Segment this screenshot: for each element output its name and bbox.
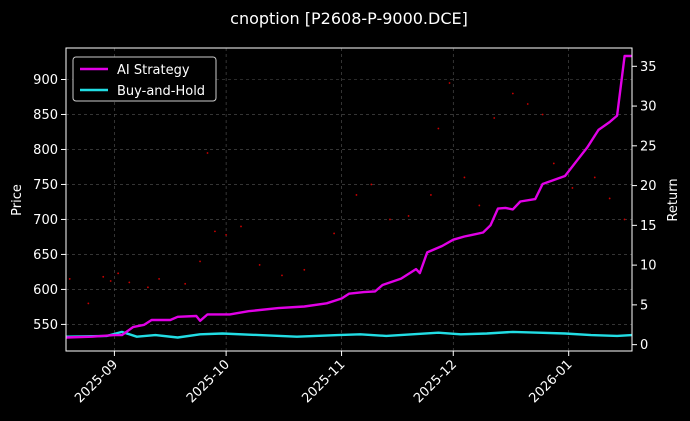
scatter-point: [333, 232, 336, 235]
scatter-point: [608, 197, 611, 200]
y-right-tick-label: 30: [640, 100, 657, 115]
y-right-tick-label: 35: [640, 60, 657, 75]
y-left-tick-label: 900: [33, 73, 58, 88]
legend-label-ai-strategy: AI Strategy: [117, 63, 190, 78]
scatter-point: [303, 268, 306, 271]
scatter-point: [128, 281, 131, 284]
y-right-tick-label: 20: [640, 179, 657, 194]
scatter-point: [355, 194, 358, 196]
scatter-point: [225, 233, 228, 236]
plot-border: [65, 47, 633, 352]
y-axis-left: 550 600 650 700 750 800 850 900: [33, 73, 66, 333]
scatter-point: [184, 282, 187, 285]
scatter-point: [511, 92, 514, 95]
y-left-tick-label: 850: [33, 108, 58, 123]
legend-label-buy-and-hold: Buy-and-Hold: [117, 84, 205, 99]
scatter-point: [109, 280, 112, 282]
chart-title: cnoption [P2608-P-9000.DCE]: [230, 9, 468, 28]
scatter-point: [437, 127, 440, 130]
scatter-point: [281, 274, 283, 277]
scatter-point: [493, 117, 496, 119]
scatter-point: [552, 162, 555, 165]
scatter-point: [102, 275, 105, 278]
y-left-tick-label: 800: [33, 143, 58, 158]
scatter-point: [258, 264, 261, 266]
y-left-tick-label: 550: [33, 318, 58, 333]
y-left-tick-label: 600: [33, 283, 58, 298]
scatter-point: [463, 176, 466, 179]
y-axis-right: 0 5 10 15 20 25 30 35: [632, 60, 657, 353]
series-line-buy-and-hold: [65, 330, 633, 339]
grid: [66, 48, 632, 351]
y-right-tick-label: 0: [640, 338, 648, 353]
scatter-point: [214, 230, 216, 233]
scatter-point: [430, 194, 432, 196]
scatter-point: [206, 152, 209, 154]
y-right-tick-label: 10: [640, 259, 657, 274]
scatter-point: [68, 278, 71, 280]
y-axis-right-label: Return: [666, 178, 681, 221]
scatter-point: [541, 113, 544, 116]
y-right-tick-label: 15: [640, 219, 657, 234]
scatter-point: [407, 215, 410, 217]
y-left-tick-label: 700: [33, 213, 58, 228]
scatter-point: [448, 82, 451, 84]
y-right-tick-label: 25: [640, 139, 657, 154]
scatter-point: [593, 176, 596, 179]
y-axis-left-label: Price: [10, 184, 25, 216]
scatter-point: [571, 187, 574, 189]
scatter-point: [240, 225, 242, 228]
legend: AI Strategy Buy-and-Hold: [72, 56, 217, 102]
scatter-point: [158, 278, 160, 280]
scatter-point: [199, 260, 201, 263]
scatter-point: [370, 183, 373, 186]
scatter-markers: [68, 82, 626, 305]
legend-box: [72, 56, 217, 102]
series-lines: [65, 54, 633, 339]
series-line-ai-strategy: [65, 54, 632, 339]
y-left-tick-label: 750: [33, 178, 58, 193]
scatter-point: [389, 218, 391, 221]
scatter-point: [87, 302, 90, 305]
scatter-point: [623, 218, 626, 221]
scatter-point: [478, 204, 481, 207]
scatter-point: [117, 272, 120, 275]
y-left-tick-label: 650: [33, 248, 58, 263]
y-right-tick-label: 5: [640, 298, 648, 313]
scatter-point: [526, 103, 529, 105]
scatter-point: [147, 286, 149, 289]
